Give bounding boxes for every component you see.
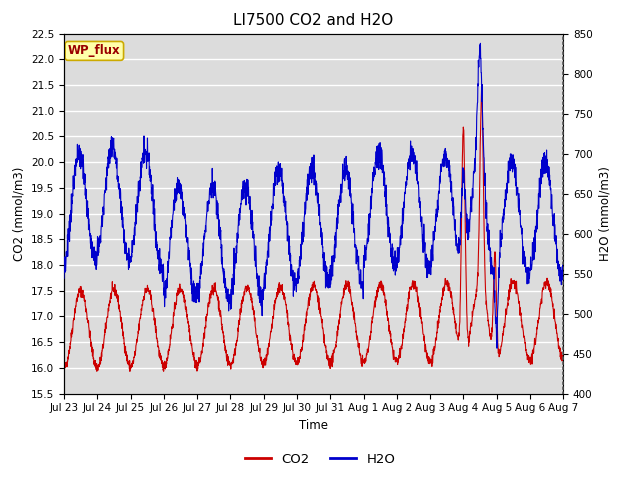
X-axis label: Time: Time	[299, 419, 328, 432]
Title: LI7500 CO2 and H2O: LI7500 CO2 and H2O	[234, 13, 394, 28]
Text: WP_flux: WP_flux	[68, 44, 120, 58]
Legend: CO2, H2O: CO2, H2O	[239, 447, 401, 471]
Y-axis label: H2O (mmol/m3): H2O (mmol/m3)	[598, 166, 611, 261]
Y-axis label: CO2 (mmol/m3): CO2 (mmol/m3)	[12, 167, 26, 261]
